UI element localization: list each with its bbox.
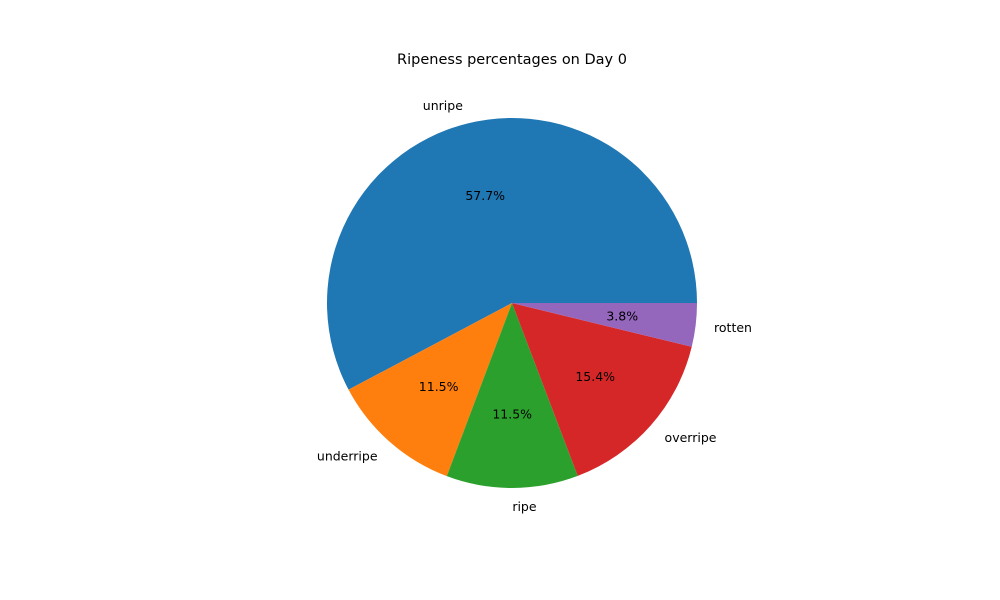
chart-title: Ripeness percentages on Day 0: [397, 52, 627, 68]
slice-label-ripe: ripe: [512, 499, 537, 514]
slice-label-underripe: underripe: [317, 448, 378, 463]
slice-label-rotten: rotten: [714, 320, 752, 335]
pie-slice-unripe: [327, 117, 697, 390]
pie-labels: unripe 57.7% underripe 11.5% ripe 11.5% overri…: [317, 98, 752, 514]
percent-label-underripe: 11.5%: [419, 379, 459, 394]
slice-label-overripe: overripe: [665, 430, 717, 445]
percent-label-rotten: 3.8%: [606, 309, 638, 324]
pie-slices: [327, 117, 697, 489]
slice-label-unripe: unripe: [423, 98, 463, 113]
pie-slice-rotten: [512, 303, 697, 347]
percent-label-overripe: 15.4%: [575, 369, 615, 384]
percent-label-ripe: 11.5%: [492, 406, 532, 421]
pie-slice-overripe: [512, 303, 692, 476]
percent-label-unripe: 57.7%: [465, 188, 505, 203]
pie-slice-underripe: [348, 303, 512, 477]
pie-slice-ripe: [446, 303, 578, 489]
